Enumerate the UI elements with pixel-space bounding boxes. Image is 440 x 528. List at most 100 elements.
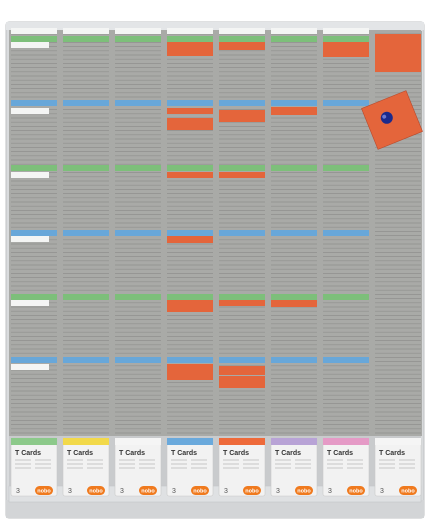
white-top-card [63, 28, 109, 34]
orange-task-card [219, 172, 265, 178]
white-top-card [323, 28, 369, 34]
nobo-logo [87, 486, 105, 495]
blue-header-card [11, 230, 57, 236]
green-header-card [115, 36, 161, 42]
blue-header-card [271, 230, 317, 236]
blue-header-card [167, 357, 213, 363]
blue-header-card [271, 357, 317, 363]
pack-count: 3 [224, 488, 228, 495]
blue-header-card [11, 100, 57, 106]
card-pack: T Cards 3 nobo [10, 437, 58, 497]
blue-header-card [63, 100, 109, 106]
pack-count: 3 [172, 488, 176, 495]
orange-task-card [167, 364, 213, 380]
pack-cap [11, 438, 57, 445]
green-header-card [63, 165, 109, 171]
card-packs: T Cards 3 nobo T Cards 3 nobo T Cards 3 nobo T Ca… [10, 437, 422, 497]
green-header-card [11, 165, 57, 171]
nobo-logo: nobo [37, 489, 51, 495]
nobo-logo: nobo [349, 489, 363, 495]
board-top-rail [6, 22, 424, 30]
orange-task-card [167, 108, 213, 114]
nobo-logo: nobo [89, 489, 103, 495]
card-pack: T Cards 3 nobo [270, 437, 318, 497]
orange-task-card [219, 300, 265, 306]
pack-cap [271, 438, 317, 445]
green-header-card [219, 294, 265, 300]
pack-cap [167, 438, 213, 445]
blue-header-card [167, 100, 213, 106]
pack-title: T Cards [327, 450, 353, 457]
orange-task-card [323, 50, 369, 57]
blue-header-card [63, 357, 109, 363]
orange-task-card [219, 366, 265, 375]
white-card [11, 108, 49, 114]
pack-cap [63, 438, 109, 445]
pack-title: T Cards [15, 450, 41, 457]
blue-header-card [323, 100, 369, 106]
orange-large-card [375, 34, 421, 72]
card-pack: T Cards 3 nobo [374, 437, 422, 497]
green-header-card [219, 36, 265, 42]
green-header-card [219, 165, 265, 171]
blue-header-card [219, 357, 265, 363]
white-top-card [219, 28, 265, 34]
nobo-logo: nobo [401, 489, 415, 495]
orange-task-card [167, 236, 213, 243]
blue-header-card [219, 230, 265, 236]
orange-task-card [271, 300, 317, 307]
white-card [11, 42, 49, 48]
nobo-logo [139, 486, 157, 495]
nobo-logo [191, 486, 209, 495]
nobo-logo [295, 486, 313, 495]
blue-header-card [63, 230, 109, 236]
white-card [11, 300, 49, 306]
column-panel [374, 31, 422, 436]
green-header-card [323, 165, 369, 171]
board-bottom-rail [6, 500, 424, 518]
pack-cap [115, 438, 161, 445]
nobo-logo [243, 486, 261, 495]
pack-cap [323, 438, 369, 445]
pack-title: T Cards [379, 450, 405, 457]
pack-title: T Cards [119, 450, 145, 457]
blue-header-card [271, 100, 317, 106]
green-header-card [63, 294, 109, 300]
green-header-card [11, 36, 57, 42]
green-header-card [11, 294, 57, 300]
white-top-card [115, 28, 161, 34]
white-card [11, 236, 49, 242]
blue-header-card [11, 357, 57, 363]
pack-count: 3 [120, 488, 124, 495]
nobo-logo: nobo [193, 489, 207, 495]
white-top-card [167, 28, 213, 34]
white-card [11, 172, 49, 178]
pack-count: 3 [380, 488, 384, 495]
magnet-highlight [382, 114, 387, 119]
pack-title: T Cards [275, 450, 301, 457]
orange-task-card [167, 42, 213, 50]
nobo-logo [347, 486, 365, 495]
blue-header-card [323, 230, 369, 236]
green-header-card [115, 165, 161, 171]
blue-header-card [323, 357, 369, 363]
nobo-logo: nobo [297, 489, 311, 495]
card-pack: T Cards 3 nobo [322, 437, 370, 497]
tilted-card-with-magnet [361, 90, 423, 150]
white-top-card [11, 28, 57, 34]
blue-header-card [115, 357, 161, 363]
card-pack: T Cards 3 nobo [166, 437, 214, 497]
blue-header-card [167, 230, 213, 236]
orange-task-card [167, 172, 213, 178]
white-card [11, 364, 49, 370]
pack-title: T Cards [171, 450, 197, 457]
nobo-logo [399, 486, 417, 495]
card-pack: T Cards 3 nobo [114, 437, 162, 497]
orange-task-card [271, 107, 317, 115]
pack-count: 3 [328, 488, 332, 495]
pack-title: T Cards [223, 450, 249, 457]
green-header-card [167, 165, 213, 171]
green-header-card [271, 165, 317, 171]
